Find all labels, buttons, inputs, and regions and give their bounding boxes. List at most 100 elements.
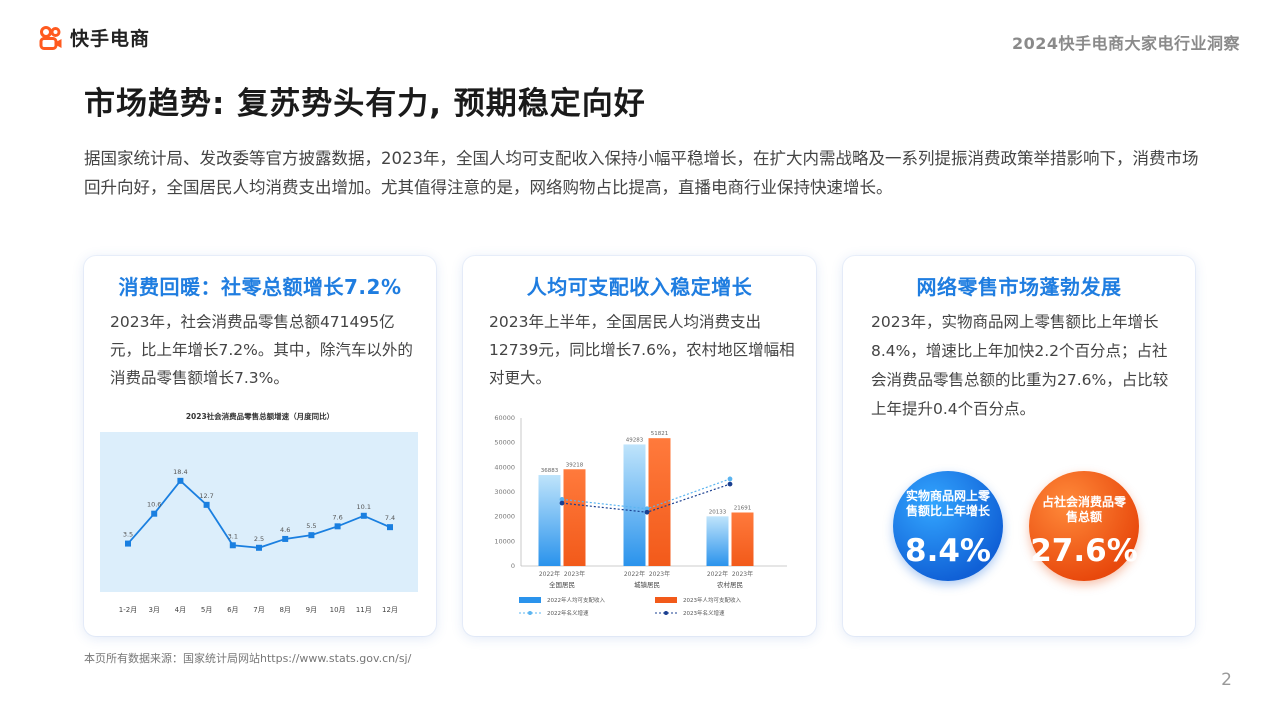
bar — [731, 512, 754, 566]
y-tick-label: 20000 — [494, 513, 515, 521]
x-tick-label: 5月 — [201, 606, 212, 614]
bar-value-label: 49283 — [626, 437, 644, 443]
legend-marker — [528, 611, 532, 615]
data-point — [387, 524, 393, 531]
data-label: 18.4 — [173, 468, 187, 476]
brand-name: 快手电商 — [70, 28, 151, 50]
report-title: 2024快手电商大家电行业洞察 — [1011, 34, 1240, 53]
card-text: 2023年上半年，全国居民人均消费支出12739元，同比增长7.6%，农村地区增… — [489, 313, 795, 387]
legend-marker — [664, 611, 668, 615]
x-category-label: 农村居民 — [717, 580, 743, 589]
x-tick-label: 8月 — [279, 606, 290, 614]
legend-swatch — [655, 597, 677, 603]
x-category-label: 全国居民 — [549, 580, 575, 589]
bar-value-label: 51821 — [651, 431, 669, 437]
data-label: 10.1 — [357, 503, 371, 511]
bar-value-label: 20133 — [709, 509, 727, 515]
x-tick-label: 10月 — [330, 606, 346, 614]
x-category-label: 城镇居民 — [634, 580, 660, 589]
card-title: 人均可支配收入稳定增长 — [526, 275, 753, 299]
y-tick-label: 40000 — [494, 463, 515, 471]
x-sub-tick-label: 2022年 — [539, 570, 560, 578]
data-point — [308, 532, 315, 539]
data-point — [282, 535, 289, 542]
y-tick-label: 10000 — [494, 537, 515, 545]
x-tick-label: 6月 — [227, 606, 238, 614]
plot-background — [100, 432, 418, 592]
data-label: 3.1 — [228, 532, 238, 540]
bar — [623, 444, 646, 566]
growth-point — [559, 497, 565, 502]
legend-label: 2022年人均可支配收入 — [547, 596, 605, 604]
data-label: 2.5 — [254, 535, 264, 543]
income-bar-chart: 0 10000 20000 30000 40000 50000 60000 36883 2022… — [494, 414, 787, 617]
bar-value-label: 39218 — [566, 462, 584, 468]
x-tick-label: 9月 — [306, 606, 317, 614]
legend-label: 2022年名义增速 — [547, 609, 589, 617]
x-tick-label: 11月 — [356, 606, 372, 614]
page-heading: 市场趋势: 复苏势头有力, 预期稳定向好 — [84, 86, 646, 122]
growth-point — [644, 506, 650, 512]
growth-point — [644, 509, 650, 515]
bar-value-label: 21691 — [734, 505, 752, 511]
bar — [706, 516, 729, 566]
data-point — [151, 510, 158, 517]
intro-paragraph: 据国家统计局、发改委等官方披露数据，2023年，全国人均可支配收入保持小幅平稳增… — [84, 149, 1199, 197]
x-tick-label: 12月 — [382, 606, 398, 614]
bar — [648, 438, 671, 566]
x-sub-tick-label: 2023年 — [564, 570, 585, 578]
data-point — [203, 501, 210, 508]
card-title: 消费回暖：社零总额增长7.2% — [118, 275, 402, 299]
bar-value-label: 36883 — [541, 468, 559, 474]
y-tick-label: 50000 — [494, 439, 515, 447]
data-source-note: 本页所有数据来源：国家统计局网站https://www.stats.gov.cn… — [84, 652, 412, 665]
data-point — [256, 544, 262, 551]
x-sub-tick-label: 2023年 — [649, 570, 670, 578]
x-tick-label: 4月 — [175, 606, 186, 614]
data-label: 4.6 — [280, 526, 290, 534]
y-tick-label: 30000 — [494, 488, 515, 496]
growth-point — [559, 500, 565, 506]
legend-label: 2023年人均可支配收入 — [683, 596, 741, 604]
card-online-retail: 网络零售市场蓬勃发展 2023年，实物商品网上零售额比上年增长8.4%，增速比上… — [843, 256, 1195, 636]
y-tick-label: 60000 — [494, 414, 515, 422]
data-label: 10.6 — [147, 501, 161, 509]
legend-label: 2023年名义增速 — [683, 609, 725, 617]
growth-point — [727, 476, 733, 482]
bar — [563, 469, 586, 566]
retail-growth-line-chart: 3.5 10.6 18.4 12.7 3.1 2.5 4.6 5.5 7.6 10.1 7.4 1-2… — [100, 432, 418, 614]
card-text: 2023年，实物商品网上零售额比上年增长8.4%，增速比上年加快2.2个百分点；… — [871, 313, 1169, 418]
kpi-online-share: 占社会消费品零售总额 27.6% — [1029, 471, 1139, 581]
growth-point — [727, 481, 733, 487]
data-label: 7.4 — [385, 514, 395, 522]
kpi-value: 8.4% — [905, 533, 991, 569]
x-sub-tick-label: 2023年 — [732, 570, 753, 578]
kpi-label: 占社会消费品零售总额 — [1041, 495, 1126, 524]
page-number: 2 — [1221, 670, 1232, 690]
kpi-label: 实物商品网上零售额比上年增长 — [905, 489, 990, 518]
x-sub-tick-label: 2022年 — [624, 570, 645, 578]
data-label: 7.6 — [332, 513, 342, 521]
data-point — [177, 477, 184, 484]
x-tick-label: 7月 — [253, 606, 264, 614]
kuaishou-logo-icon — [39, 25, 62, 50]
x-sub-tick-label: 2022年 — [707, 570, 728, 578]
kpi-value: 27.6% — [1030, 533, 1138, 569]
data-point — [360, 512, 367, 519]
bar — [538, 475, 561, 566]
legend-swatch — [519, 597, 541, 603]
data-point — [229, 542, 236, 549]
data-point — [125, 540, 131, 547]
card-title: 网络零售市场蓬勃发展 — [916, 275, 1122, 299]
data-label: 3.5 — [123, 531, 133, 539]
data-label: 5.5 — [306, 522, 316, 530]
growth-line — [561, 478, 731, 510]
brand-logo: 快手电商 — [38, 24, 150, 51]
data-label: 12.7 — [199, 492, 213, 500]
y-tick-label: 0 — [511, 562, 515, 570]
card-retail-sales: 消费回暖：社零总额增长7.2% 2023年，社会消费品零售总额471495亿元，… — [84, 256, 436, 636]
card-text: 2023年，社会消费品零售总额471495亿元，比上年增长7.2%。其中，除汽车… — [110, 313, 413, 387]
data-point — [334, 523, 341, 530]
x-tick-label: 1-2月 — [119, 606, 137, 614]
chart-title: 2023社会消费品零售总额增速（月度同比） — [185, 412, 335, 421]
